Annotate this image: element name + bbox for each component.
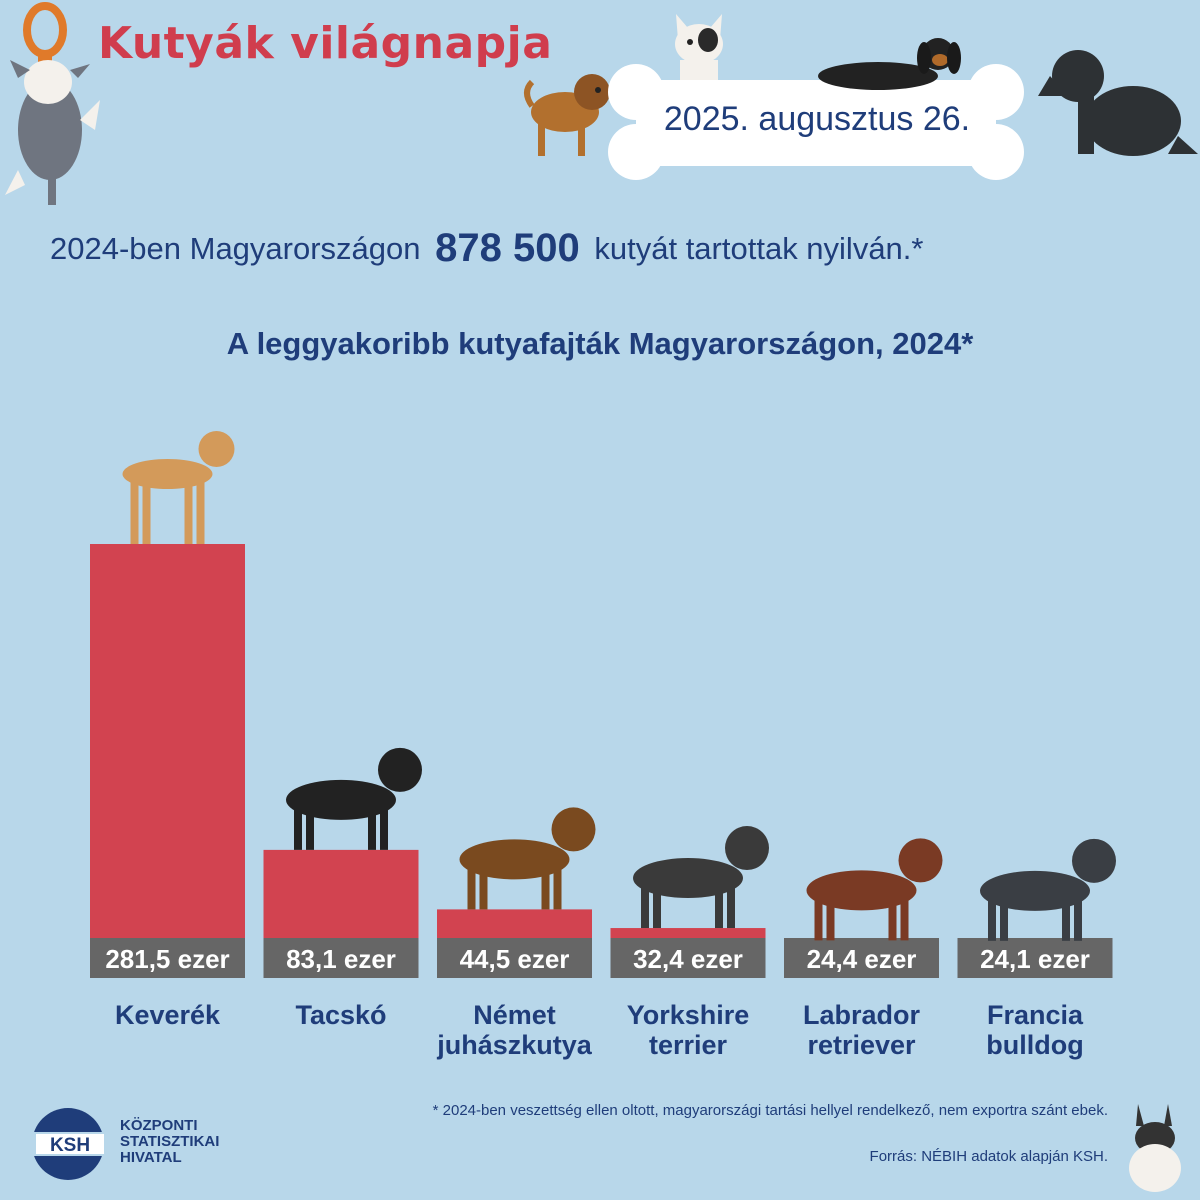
value-label: 24,4 ezer — [807, 944, 917, 974]
category-label: Labrador — [803, 1000, 921, 1030]
value-label: 44,5 ezer — [460, 944, 570, 974]
value-label-background — [90, 938, 245, 978]
bw-dog-illustration — [1129, 1104, 1181, 1192]
category-label: terrier — [649, 1030, 728, 1060]
category-label: Yorkshire — [627, 1000, 750, 1030]
dog-illustration-icon — [122, 431, 235, 544]
dog-illustration-icon — [286, 747, 422, 850]
date-label: 2025. augusztus 26. — [663, 100, 971, 138]
dog-illustration-icon — [806, 838, 943, 941]
value-label-background — [957, 938, 1113, 978]
category-label: retriever — [807, 1030, 916, 1060]
value-label-background — [437, 938, 592, 978]
chart-title: A leggyakoribb kutyafajták Magyarországo… — [226, 326, 974, 361]
logo-line: HIVATAL — [120, 1149, 182, 1166]
category-label: Tacskó — [295, 1000, 386, 1030]
logo-line: STATISZTIKAI — [120, 1133, 220, 1150]
summary-prefix: 2024-ben Magyarországon — [50, 231, 421, 266]
value-label-background — [263, 938, 419, 978]
logo-abbr: KSH — [50, 1135, 90, 1156]
value-label: 32,4 ezer — [633, 944, 743, 974]
dog-illustration-icon — [459, 807, 596, 910]
logo-wordmark: KÖZPONTI STATISZTIKAI HIVATAL — [120, 1118, 219, 1166]
chart-footnote: * 2024-ben veszettség ellen oltott, magy… — [432, 1102, 1108, 1119]
summary-sentence: 2024-ben Magyarországon 878 500 kutyát t… — [50, 226, 1150, 271]
bone-icon — [608, 64, 1024, 180]
schnauzer-illustration — [1038, 50, 1198, 156]
value-label: 281,5 ezer — [105, 944, 229, 974]
value-label: 24,1 ezer — [980, 944, 1090, 974]
value-label-background — [610, 938, 766, 978]
logo-line: KÖZPONTI — [120, 1117, 198, 1134]
source-note: Forrás: NÉBIH adatok alapján KSH. — [869, 1148, 1108, 1165]
dachshund-top-illustration — [818, 38, 961, 90]
page-headline: Kutyák világnapja — [98, 18, 553, 69]
category-label: Francia — [987, 1000, 1084, 1030]
category-label: bulldog — [986, 1030, 1083, 1060]
summary-total-value: 878 500 — [435, 226, 580, 270]
dog-illustration-icon — [980, 838, 1116, 941]
summary-suffix: kutyát tartottak nyilván.* — [594, 231, 924, 266]
brown-dog-illustration — [524, 74, 610, 156]
category-label: Keverék — [115, 1000, 221, 1030]
dog-illustration-icon — [633, 826, 769, 929]
ksh-logo-icon: KSH — [28, 1108, 112, 1180]
value-label: 83,1 ezer — [286, 944, 396, 974]
category-label: Német — [473, 1000, 556, 1030]
dog-with-toy-illustration — [5, 2, 100, 205]
value-label-background — [784, 938, 939, 978]
category-label: juhászkutya — [436, 1030, 593, 1060]
bar — [90, 544, 245, 978]
